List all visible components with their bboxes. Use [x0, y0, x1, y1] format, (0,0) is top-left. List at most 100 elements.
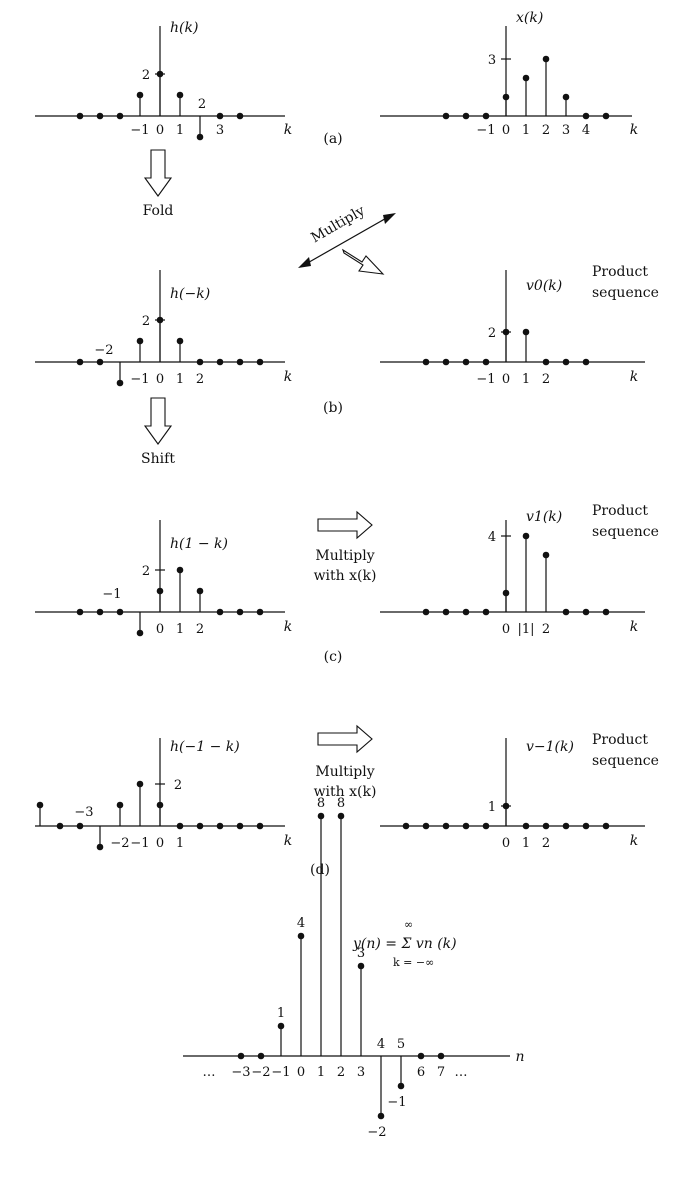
tick-label-a-x-3: 2: [542, 123, 550, 138]
formula-lower-limit: k = −∞: [393, 956, 434, 969]
y-annotation-b-v-0: 2: [488, 326, 496, 341]
sample-dot-d-h-9: [216, 822, 224, 830]
tick-label-a-x-0: −1: [476, 123, 495, 138]
sample-dot-a-h-7: [216, 112, 224, 120]
sample-dot-d-v-8: [562, 822, 570, 830]
ellipsis-left: …: [203, 1065, 216, 1080]
convolution-formula: y(n) = Σ vn (k) ∞ k = −∞: [352, 918, 457, 969]
sample-dot-d-h-1: [56, 822, 64, 830]
sample-dot-b-v-3: [482, 358, 490, 366]
tick-label-a-x-5: 4: [582, 123, 590, 138]
tick-label-c-v-0: 0: [502, 622, 510, 637]
variable-label-c-v: k: [630, 619, 638, 635]
sample-dot-b-v-7: [562, 358, 570, 366]
multiply-diagonal-arrow: Multiply: [298, 203, 396, 275]
tick-label-e-y-5: 2: [337, 1065, 345, 1080]
sample-dot-d-h-11: [256, 822, 264, 830]
value-label-e-y-3: 8: [337, 796, 345, 811]
tick-label-d-v-1: 1: [522, 836, 530, 851]
tick-label-b-v-3: 2: [542, 372, 550, 387]
tick-label-c-h-1: 1: [176, 622, 184, 637]
fold-label: Fold: [143, 203, 174, 219]
tick-label-a-h-0: −1: [130, 123, 149, 138]
function-label-d-v: v−1(k): [526, 739, 574, 755]
sample-dot-a-h-0: [76, 112, 84, 120]
variable-label-b-v: k: [630, 369, 638, 385]
panel-c-h-of-1-minus-k: h(1 − k)k(c)20 1 2−1: [35, 520, 342, 665]
sample-dot-b-h-5: [176, 337, 184, 345]
tick-label-e-y-7: 6: [417, 1065, 425, 1080]
caption-d-h: (d): [310, 862, 330, 878]
tick-label-a-h-3: 3: [216, 123, 224, 138]
variable-label-c-h: k: [284, 619, 292, 635]
value-label-d-h-0: −3: [74, 805, 93, 820]
sample-dot-d-h-5: [136, 780, 144, 788]
sample-dot-d-v-9: [582, 822, 590, 830]
sample-dot-a-x-5: [542, 55, 550, 63]
ellipsis-right: …: [455, 1065, 468, 1080]
sample-dot-c-h-5: [176, 566, 184, 574]
y-annotation-d-v-0: 1: [488, 800, 496, 815]
sample-dot-a-h-2: [116, 112, 124, 120]
sample-dot-a-h-3: [136, 91, 144, 99]
sample-dot-a-x-4: [522, 74, 530, 82]
value-label-e-y-4: 3: [357, 946, 365, 961]
tick-label-e-y-4: 1: [317, 1065, 325, 1080]
sample-dot-d-h-2: [76, 822, 84, 830]
sample-dot-c-v-3: [482, 608, 490, 616]
negative-value-label-e-y-0: −2: [367, 1125, 386, 1140]
tick-label-a-x-2: 1: [522, 123, 530, 138]
tick-label-a-h-1: 0: [156, 123, 164, 138]
panel-b-h-of-minus-k: h(−k)k(b)2−1 0 1 2−2: [35, 270, 343, 416]
formula-upper-limit: ∞: [404, 918, 413, 931]
value-label-e-y-6: 5: [397, 1037, 405, 1052]
multiply-arrow-d: Multiply with x(k): [314, 724, 377, 800]
sample-dot-e-y-1: [257, 1052, 265, 1060]
sample-dot-e-y-5: [337, 812, 345, 820]
sample-dot-b-v-5: [522, 328, 530, 336]
variable-label-e-y: n: [515, 1049, 524, 1065]
panel-a-x-of-k: x(k)k3−1 0 1 2 3 4: [380, 10, 638, 138]
tick-label-b-h-0: −1: [130, 372, 149, 387]
value-label-b-h-0: −2: [94, 343, 113, 358]
tick-label-e-y-6: 3: [357, 1065, 365, 1080]
tick-label-a-h-2: 1: [176, 123, 184, 138]
tick-label-d-h-1: −1: [130, 836, 149, 851]
caption-a-h: (a): [323, 131, 342, 147]
tick-label-e-y-1: −2: [251, 1065, 270, 1080]
variable-label-a-x: k: [630, 122, 638, 138]
sample-dot-b-v-8: [582, 358, 590, 366]
sample-dot-c-v-5: [522, 532, 530, 540]
tick-label-d-h-3: 1: [176, 836, 184, 851]
sample-dot-a-x-8: [602, 112, 610, 120]
sample-dot-e-y-4: [317, 812, 325, 820]
tick-label-c-h-2: 2: [196, 622, 204, 637]
tick-label-e-y-3: 0: [297, 1065, 305, 1080]
sample-dot-d-h-3: [96, 843, 104, 851]
value-label-a-h-0: 2: [198, 97, 206, 112]
function-label-d-h: h(−1 − k): [170, 739, 240, 755]
sample-dot-d-v-1: [422, 822, 430, 830]
tick-label-b-v-2: 1: [522, 372, 530, 387]
multiply-diagonal-label: Multiply: [308, 203, 367, 247]
sample-dot-d-v-3: [462, 822, 470, 830]
multiply-d-line2: with x(k): [314, 784, 377, 800]
sample-dot-a-x-7: [582, 112, 590, 120]
shift-label: Shift: [141, 451, 175, 467]
tick-label-d-h-2: 0: [156, 836, 164, 851]
sample-dot-c-h-2: [116, 608, 124, 616]
sample-dot-b-h-0: [76, 358, 84, 366]
sample-dot-b-v-1: [442, 358, 450, 366]
function-label-a-h: h(k): [170, 20, 198, 36]
sample-dot-c-h-4: [156, 587, 164, 595]
variable-label-b-h: k: [284, 369, 292, 385]
sample-dot-c-v-0: [422, 608, 430, 616]
caption-b-h: (b): [323, 400, 343, 416]
sample-dot-e-y-8: [397, 1082, 405, 1090]
tick-label-e-y-8: 7: [437, 1065, 445, 1080]
function-label-c-v: v1(k): [526, 509, 562, 525]
sample-dot-b-h-3: [136, 337, 144, 345]
